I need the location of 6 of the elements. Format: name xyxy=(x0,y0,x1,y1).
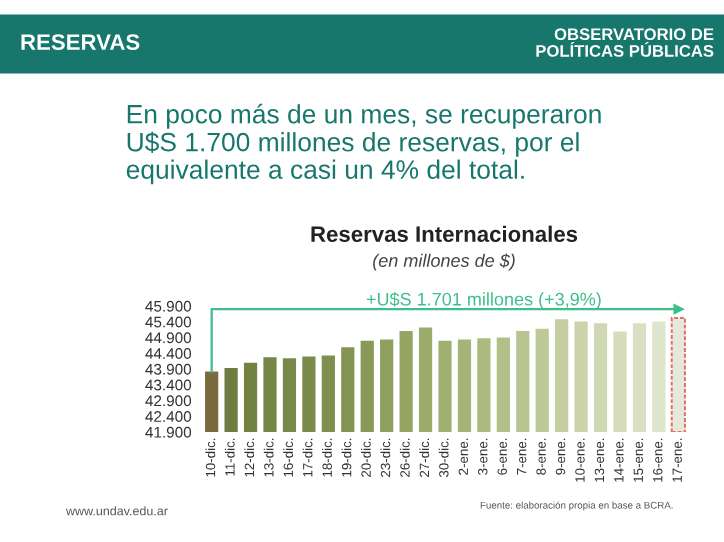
chart-title: Reservas Internacionales xyxy=(311,225,578,242)
text: En poco más de un mes, se recuperaron U$S 1.700 millones de reservas, por el equivalente a casi un 4% del total. xyxy=(126,103,601,185)
text: OBSERVATORIO DE POLÍTICAS PÚBLICAS xyxy=(536,28,714,57)
text: RESERVAS xyxy=(21,34,140,50)
annotation: +U$S 1.701 millones (+3,9%) xyxy=(366,292,601,310)
chart-subtitle: (en millones de $) xyxy=(373,253,515,271)
